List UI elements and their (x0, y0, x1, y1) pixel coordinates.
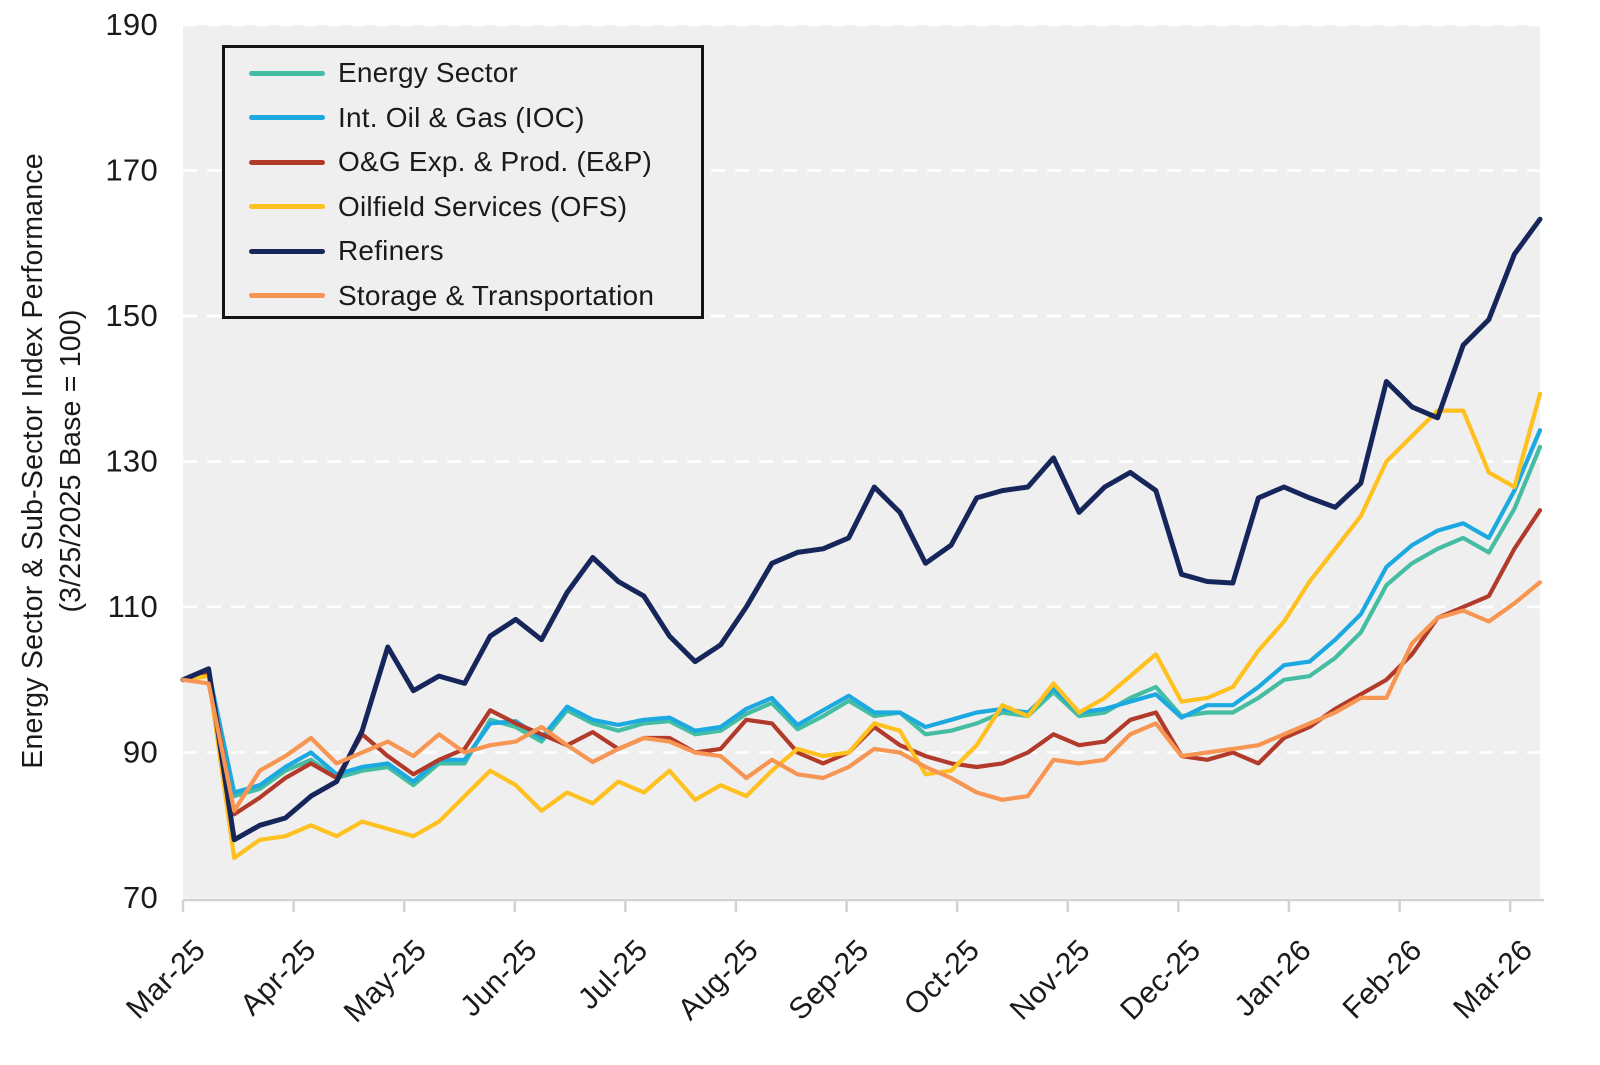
legend-swatch-int-oil-gas-ioc (249, 115, 325, 121)
y-tick-label-170: 170 (105, 153, 158, 188)
legend-swatch-refiners (249, 248, 325, 254)
series-line-energy-sector (180, 444, 1543, 799)
series-line-storage-transportation (180, 580, 1543, 813)
legend-label-oilfield-services-ofs: Oilfield Services (OFS) (338, 190, 628, 222)
x-tick-label-Apr-25: Apr-25 (234, 934, 322, 1022)
legend-label-energy-sector: Energy Sector (338, 57, 519, 89)
x-tick-label-Jan-26: Jan-26 (1228, 934, 1317, 1023)
legend-item-o-g-exp-prod-e-p: O&G Exp. & Prod. (E&P) (225, 140, 701, 185)
x-tick-label-Jun-25: Jun-25 (454, 934, 543, 1023)
legend-item-oilfield-services-ofs: Oilfield Services (OFS) (225, 185, 701, 230)
legend: Energy Sector Int. Oil & Gas (IOC) O&G Exp… (222, 45, 704, 319)
legend-label-int-oil-gas-ioc: Int. Oil & Gas (IOC) (338, 101, 585, 133)
y-tick-label-130: 130 (105, 444, 158, 479)
legend-label-o-g-exp-prod-e-p: O&G Exp. & Prod. (E&P) (338, 146, 653, 178)
legend-swatch-energy-sector (249, 70, 325, 76)
x-tick-label-Sep-25: Sep-25 (783, 934, 876, 1027)
legend-item-energy-sector: Energy Sector (225, 51, 701, 96)
x-tick-label-Aug-25: Aug-25 (672, 934, 765, 1027)
y-tick-label-150: 150 (105, 298, 158, 333)
x-tick-label-Mar-26: Mar-26 (1447, 934, 1539, 1026)
y-tick-label-110: 110 (108, 589, 158, 624)
legend-swatch-oilfield-services-ofs (249, 204, 325, 210)
legend-swatch-storage-transportation (249, 293, 325, 299)
series-line-int-oil-gas-ioc (180, 428, 1543, 795)
legend-item-refiners: Refiners (225, 229, 701, 274)
y-tick-label-90: 90 (123, 735, 158, 770)
series-line-oilfield-services-ofs (180, 391, 1543, 861)
legend-swatch-o-g-exp-prod-e-p (249, 159, 325, 165)
x-tick-label-Jul-25: Jul-25 (572, 934, 654, 1016)
x-tick-label-Feb-26: Feb-26 (1337, 934, 1429, 1026)
legend-label-storage-transportation: Storage & Transportation (338, 279, 655, 311)
legend-item-storage-transportation: Storage & Transportation (225, 274, 701, 319)
x-tick-label-May-25: May-25 (338, 934, 433, 1029)
legend-label-refiners: Refiners (338, 235, 444, 267)
y-tick-label-70: 70 (123, 880, 158, 915)
x-tick-label-Dec-25: Dec-25 (1114, 934, 1207, 1027)
y-tick-label-190: 190 (105, 7, 158, 42)
x-tick-label-Nov-25: Nov-25 (1004, 934, 1097, 1027)
series-line-refiners (180, 216, 1543, 843)
x-tick-label-Oct-25: Oct-25 (898, 934, 986, 1022)
x-tick-label-Mar-25: Mar-25 (120, 934, 212, 1026)
legend-item-int-oil-gas-ioc: Int. Oil & Gas (IOC) (225, 96, 701, 141)
